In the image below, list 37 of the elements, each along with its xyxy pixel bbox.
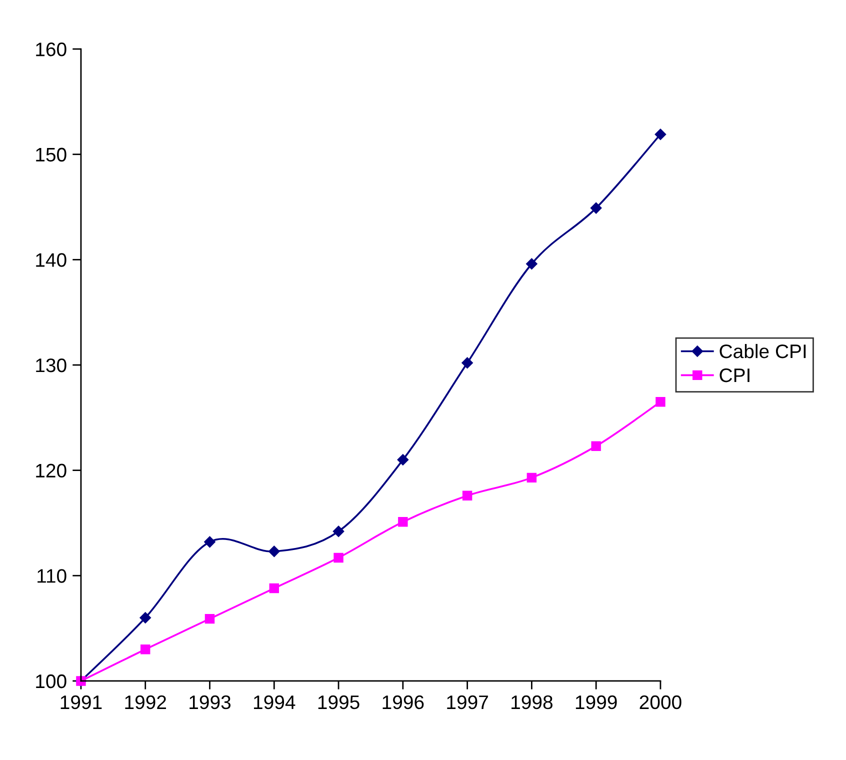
point [397, 454, 409, 466]
point [591, 441, 601, 451]
point [590, 202, 602, 214]
point [140, 644, 150, 654]
x-tick-label: 1998 [512, 695, 552, 710]
point [204, 536, 216, 548]
point [332, 526, 344, 538]
y-tick-label: 110 [38, 569, 66, 583]
x-tick-label: 2000 [640, 695, 682, 710]
x-tick-label: 1994 [254, 695, 296, 710]
x-tick-label: 1996 [382, 695, 424, 710]
point [462, 490, 472, 500]
x-tick-label: 1995 [318, 695, 360, 710]
x-tick-label: 1997 [447, 695, 488, 710]
point [654, 128, 666, 140]
y-tick-label: 130 [36, 358, 66, 372]
x-tick-label: 1999 [576, 695, 617, 710]
point [398, 517, 408, 527]
point [656, 396, 666, 407]
legend-label: Cable CPI [720, 344, 806, 358]
y-tick-label: 100 [36, 674, 66, 688]
point [268, 546, 280, 558]
y-tick-label: 160 [36, 42, 66, 56]
y-tick-label: 120 [36, 464, 66, 478]
point [462, 357, 473, 368]
point [204, 614, 215, 624]
y-tick-label: 140 [36, 253, 66, 267]
point [334, 552, 344, 563]
point [526, 472, 537, 483]
point [269, 583, 279, 594]
x-tick-label: 1993 [190, 695, 231, 710]
legend-label: CPI [720, 368, 750, 382]
point [526, 258, 538, 270]
y-tick-label: 150 [36, 148, 66, 162]
x-tick-label: 1992 [125, 695, 166, 710]
x-tick-label: 1991 [60, 695, 102, 710]
point [140, 612, 151, 624]
